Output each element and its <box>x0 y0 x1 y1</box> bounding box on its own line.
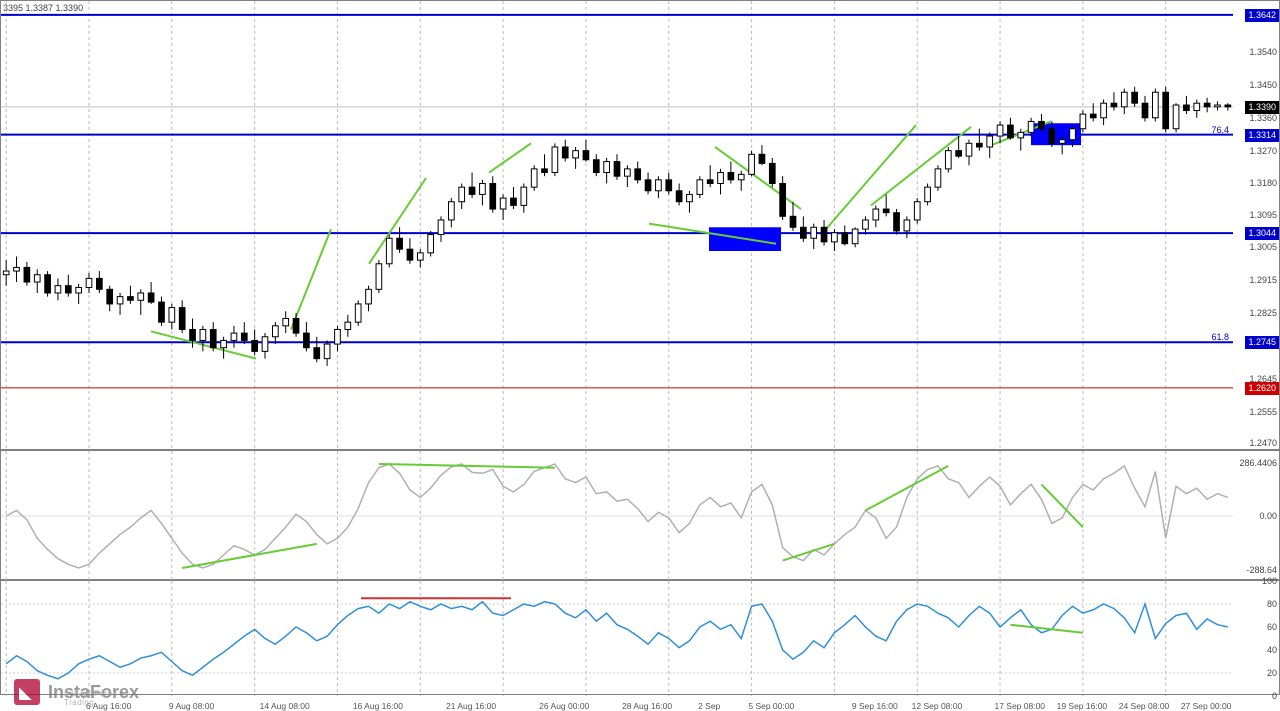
price-panel[interactable]: 3395 1.3387 1.3390 1.24701.25551.26451.2… <box>0 0 1280 450</box>
x-tick-label: 21 Aug 16:00 <box>446 701 496 711</box>
price-level-tag: 1.3390 <box>1245 101 1279 114</box>
x-tick-label: 14 Aug 08:00 <box>260 701 310 711</box>
y-tick-label: 286.4406 <box>1239 458 1277 468</box>
chart-container: 3395 1.3387 1.3390 1.24701.25551.26451.2… <box>0 0 1280 711</box>
y-tick-label: 1.3270 <box>1249 146 1277 156</box>
osc1-plot-area[interactable] <box>1 451 1231 579</box>
x-tick-label: 5 Sep 00:00 <box>748 701 794 711</box>
x-tick-label: 9 Aug 08:00 <box>169 701 214 711</box>
y-tick-label: 60 <box>1267 622 1277 632</box>
price-y-axis: 1.24701.25551.26451.28251.29151.30051.30… <box>1231 1 1279 449</box>
x-tick-label: 19 Sep 16:00 <box>1057 701 1108 711</box>
price-plot-area[interactable] <box>1 1 1231 449</box>
y-tick-label: 1.3005 <box>1249 242 1277 252</box>
y-tick-label: 1.3540 <box>1249 47 1277 57</box>
fib-label: 76.4 <box>1211 125 1229 135</box>
osc2-plot-area[interactable] <box>1 581 1231 694</box>
osc2-svg <box>1 581 1233 696</box>
oscillator-panel-2[interactable]: 020406080100 <box>0 580 1280 695</box>
y-tick-label: 1.3095 <box>1249 210 1277 220</box>
x-tick-label: 16 Aug 16:00 <box>353 701 403 711</box>
y-tick-label: -288.64 <box>1246 565 1277 575</box>
watermark-subtitle: Instant Forex Trading <box>64 689 139 707</box>
watermark: InstaForex Instant Forex Trading <box>14 679 139 705</box>
osc1-svg <box>1 451 1233 581</box>
x-tick-label: 12 Sep 08:00 <box>912 701 963 711</box>
price-level-tag: 1.3044 <box>1245 227 1279 240</box>
watermark-logo-icon <box>14 679 40 705</box>
price-svg <box>1 1 1233 451</box>
time-x-axis: 6 Aug 16:009 Aug 08:0014 Aug 08:0016 Aug… <box>0 695 1280 711</box>
osc1-y-axis: 286.4406 0.00 -288.64 <box>1231 451 1279 579</box>
y-tick-label: 80 <box>1267 599 1277 609</box>
y-tick-label: 1.2555 <box>1249 407 1277 417</box>
x-tick-label: 17 Sep 08:00 <box>994 701 1045 711</box>
oscillator-panel-1[interactable]: 286.4406 0.00 -288.64 <box>0 450 1280 580</box>
price-level-tag: 1.2620 <box>1245 382 1279 395</box>
y-tick-label: 1.3180 <box>1249 178 1277 188</box>
x-tick-label: 28 Aug 16:00 <box>622 701 672 711</box>
y-tick-label: 1.3450 <box>1249 80 1277 90</box>
y-tick-label: 1.2825 <box>1249 308 1277 318</box>
price-level-tag: 1.2745 <box>1245 336 1279 349</box>
y-tick-label: 1.2915 <box>1249 275 1277 285</box>
y-tick-label: 40 <box>1267 645 1277 655</box>
price-level-tag: 1.3642 <box>1245 9 1279 22</box>
x-tick-label: 26 Aug 00:00 <box>539 701 589 711</box>
fib-label: 61.8 <box>1211 332 1229 342</box>
y-tick-label: 1.2470 <box>1249 438 1277 448</box>
y-tick-label: 1.3360 <box>1249 113 1277 123</box>
y-tick-label: 0.00 <box>1259 511 1277 521</box>
x-tick-label: 2 Sep <box>698 701 720 711</box>
x-tick-label: 24 Sep 08:00 <box>1119 701 1170 711</box>
osc2-y-axis: 020406080100 <box>1231 581 1279 694</box>
y-tick-label: 20 <box>1267 668 1277 678</box>
y-tick-label: 100 <box>1262 576 1277 586</box>
x-tick-label: 9 Sep 16:00 <box>852 701 898 711</box>
x-tick-label: 27 Sep 00:00 <box>1181 701 1232 711</box>
price-level-tag: 1.3314 <box>1245 129 1279 142</box>
